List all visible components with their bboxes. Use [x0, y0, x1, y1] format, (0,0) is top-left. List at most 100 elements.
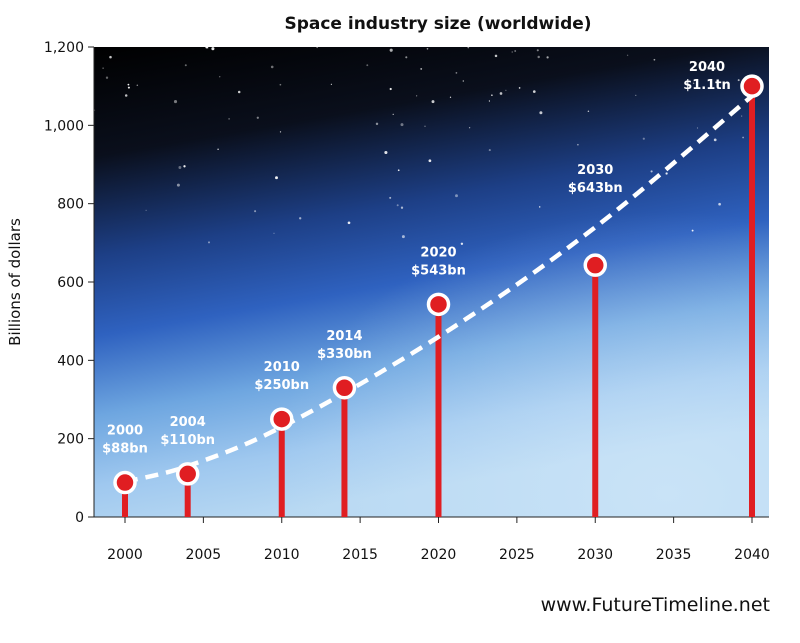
star	[539, 111, 543, 115]
y-tick-label: 1,200	[44, 40, 84, 56]
star	[488, 100, 490, 102]
star	[217, 148, 219, 151]
star	[499, 92, 503, 95]
star	[397, 169, 400, 172]
star	[653, 58, 656, 61]
star	[375, 122, 379, 126]
star	[742, 136, 744, 139]
star	[145, 209, 147, 211]
star	[718, 202, 721, 206]
star	[347, 221, 351, 225]
star	[184, 64, 187, 67]
star	[400, 206, 404, 209]
star	[696, 127, 699, 129]
y-tick-label: 200	[57, 432, 84, 448]
star	[741, 115, 743, 117]
star	[396, 204, 399, 207]
star	[178, 166, 182, 169]
star	[127, 86, 130, 89]
star	[316, 47, 318, 49]
y-axis-ticks: 0 200 400 600 800 1,000 1,200	[44, 40, 94, 526]
star	[428, 159, 432, 163]
star	[505, 89, 507, 91]
star	[279, 131, 282, 133]
marker-2010	[270, 407, 294, 431]
data-label-value: $330bn	[317, 347, 372, 362]
marker-2040	[740, 74, 764, 98]
star	[392, 113, 394, 115]
data-label-year: 2020	[420, 245, 456, 260]
data-label-value: $543bn	[411, 263, 466, 278]
star	[416, 95, 418, 97]
star	[176, 183, 180, 187]
x-tick-label: 2010	[264, 547, 300, 563]
star	[455, 72, 458, 74]
y-axis-label: Billions of dollars	[6, 218, 24, 346]
star	[136, 84, 139, 87]
star	[401, 235, 405, 239]
star	[635, 94, 637, 96]
starfield	[94, 47, 744, 245]
star	[299, 217, 302, 220]
x-axis-ticks: 2000 2005 2010 2015 2020 2025 2030 2035 2040	[107, 517, 770, 563]
marker-2030	[583, 253, 607, 277]
star	[330, 83, 332, 85]
star	[384, 150, 388, 155]
plot-area	[94, 47, 769, 517]
data-label-value: $1.1tn	[683, 78, 731, 93]
star	[449, 96, 452, 98]
star	[462, 80, 464, 82]
x-tick-label: 2005	[186, 547, 222, 563]
star	[256, 116, 259, 119]
star	[420, 67, 423, 70]
y-tick-label: 1,000	[44, 118, 84, 134]
star	[494, 54, 498, 58]
data-label-value: $250bn	[254, 378, 309, 393]
data-label-year: 2004	[170, 415, 206, 430]
star	[511, 51, 513, 53]
marker-2014	[332, 376, 357, 400]
star	[254, 210, 257, 213]
star	[626, 54, 629, 56]
star	[279, 83, 282, 86]
star	[468, 127, 471, 129]
data-label-value: $88bn	[102, 442, 148, 457]
star	[536, 49, 539, 52]
data-label-value: $643bn	[568, 181, 623, 196]
star	[426, 47, 429, 50]
star	[665, 172, 668, 175]
y-tick-label: 600	[57, 275, 84, 291]
star	[691, 229, 694, 232]
star	[389, 87, 392, 91]
star	[270, 65, 274, 69]
data-label-value: $110bn	[160, 433, 215, 448]
star	[105, 76, 109, 79]
star	[237, 90, 241, 94]
x-tick-label: 2025	[499, 547, 535, 563]
star	[460, 242, 464, 245]
data-label-year: 2030	[577, 163, 613, 178]
data-label-year: 2014	[326, 329, 362, 344]
source-credit: www.FutureTimeline.net	[540, 594, 770, 616]
star	[405, 56, 408, 59]
y-tick-label: 400	[57, 353, 84, 369]
star	[577, 143, 579, 146]
data-labels: 2000 $88bn 2004 $110bn 2010 $250bn 2014 $330bn 2…	[102, 60, 731, 456]
x-tick-label: 2040	[734, 547, 770, 563]
star	[228, 118, 230, 120]
x-tick-label: 2015	[342, 547, 378, 563]
data-label-year: 2040	[689, 60, 725, 75]
star	[587, 110, 590, 113]
x-tick-label: 2030	[577, 547, 613, 563]
data-label-year: 2000	[107, 424, 143, 439]
star	[491, 94, 493, 97]
star	[273, 232, 275, 234]
star	[514, 50, 517, 52]
star	[455, 194, 458, 198]
star	[211, 47, 215, 51]
star	[532, 90, 536, 93]
star	[109, 55, 112, 59]
star	[102, 67, 104, 69]
star	[488, 149, 491, 152]
